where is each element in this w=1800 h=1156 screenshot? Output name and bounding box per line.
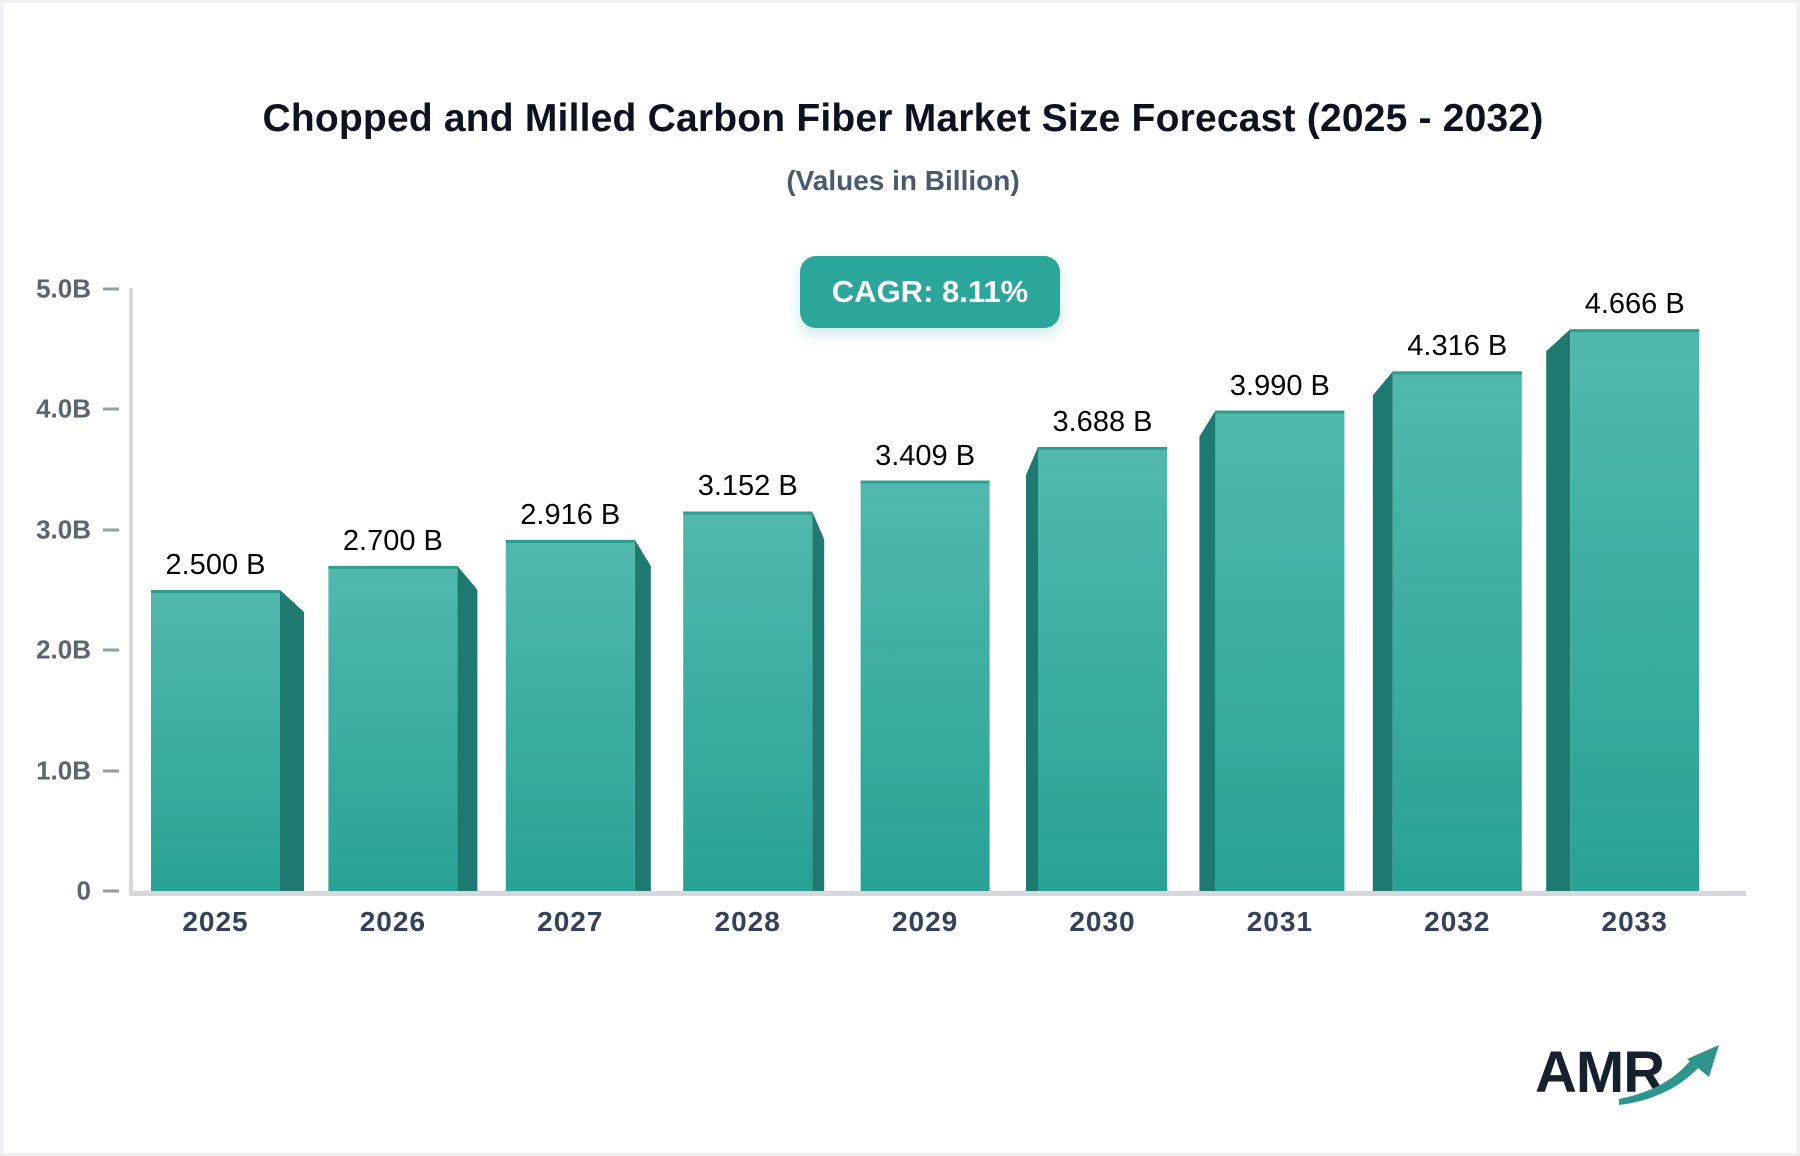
bar-face (1038, 446, 1167, 891)
bar-value-label: 2.700 B (342, 524, 443, 557)
bar-value-label: 4.666 B (1584, 288, 1685, 321)
chart-title: Chopped and Milled Carbon Fiber Market S… (262, 97, 1544, 140)
bar-face (151, 590, 280, 891)
bar-face (505, 539, 635, 891)
bar-value-label: 2.916 B (520, 498, 621, 531)
y-tick-label: 4.0B (36, 393, 91, 424)
bar-value-label: 3.152 B (697, 470, 798, 503)
bar-top-edge (1038, 446, 1167, 450)
bar-top-edge (1392, 371, 1522, 375)
y-tick-dash (103, 769, 119, 773)
bar-face (1392, 371, 1522, 891)
y-tick-dash (103, 889, 119, 893)
bar-side (1026, 446, 1038, 891)
x-axis-label: 2031 (1246, 906, 1314, 937)
bar-value-label: 3.688 B (1052, 405, 1153, 438)
bar-side (1372, 371, 1393, 891)
bar-face (328, 565, 458, 891)
bar-top-edge (151, 590, 280, 593)
x-axis-label: 2030 (1069, 906, 1136, 937)
x-axis-label: 2027 (537, 906, 604, 937)
bar-value-label: 4.316 B (1407, 330, 1508, 363)
bar-face (683, 511, 813, 891)
bar-face (1570, 329, 1700, 891)
y-tick-label: 1.0B (36, 755, 91, 786)
cagr-badge: CAGR: 8.11% (800, 256, 1060, 328)
bar-chart-plot (129, 288, 1746, 896)
bar-value-label: 3.990 B (1229, 369, 1330, 402)
y-tick-dash (103, 648, 119, 652)
bar-side (634, 539, 651, 891)
bar-top-edge (328, 565, 458, 569)
bar-side (812, 511, 825, 891)
cagr-badge-label: CAGR: 8.11% (831, 274, 1029, 309)
bar-side (1546, 329, 1571, 891)
bar-side (280, 590, 304, 891)
y-axis-line (129, 288, 133, 896)
x-axis-label: 2028 (714, 906, 781, 937)
bar-top-edge (505, 539, 635, 543)
bar-face (1215, 410, 1345, 891)
amr-logo: AMR (1535, 1039, 1755, 1119)
bar-top-edge (860, 480, 990, 484)
x-axis-label: 2026 (359, 906, 427, 937)
bar-top-edge (1570, 329, 1700, 333)
x-axis-label: 2032 (1424, 906, 1491, 937)
bar-value-label: 3.409 B (875, 439, 976, 472)
y-tick-label: 2.0B (36, 634, 91, 665)
y-tick-label: 3.0B (36, 514, 91, 545)
x-axis-label: 2025 (182, 906, 249, 937)
x-axis-line (129, 891, 1746, 896)
bar-top-edge (683, 511, 813, 515)
y-tick-dash (103, 287, 119, 291)
bar-side (457, 565, 478, 891)
y-tick-label: 0 (76, 875, 91, 906)
bar-top-edge (1215, 410, 1345, 414)
y-tick-label: 5.0B (36, 273, 91, 304)
bar-face (860, 480, 990, 891)
y-tick-dash (103, 407, 119, 411)
bar-value-label: 2.500 B (165, 549, 266, 581)
x-axis-label: 2029 (891, 906, 959, 937)
growth-arrow-icon (1619, 1045, 1719, 1105)
bar-side (1199, 410, 1216, 891)
x-axis-label: 2033 (1601, 906, 1668, 937)
y-tick-dash (103, 528, 119, 532)
chart-subtitle: (Values in Billion) (786, 165, 1020, 196)
